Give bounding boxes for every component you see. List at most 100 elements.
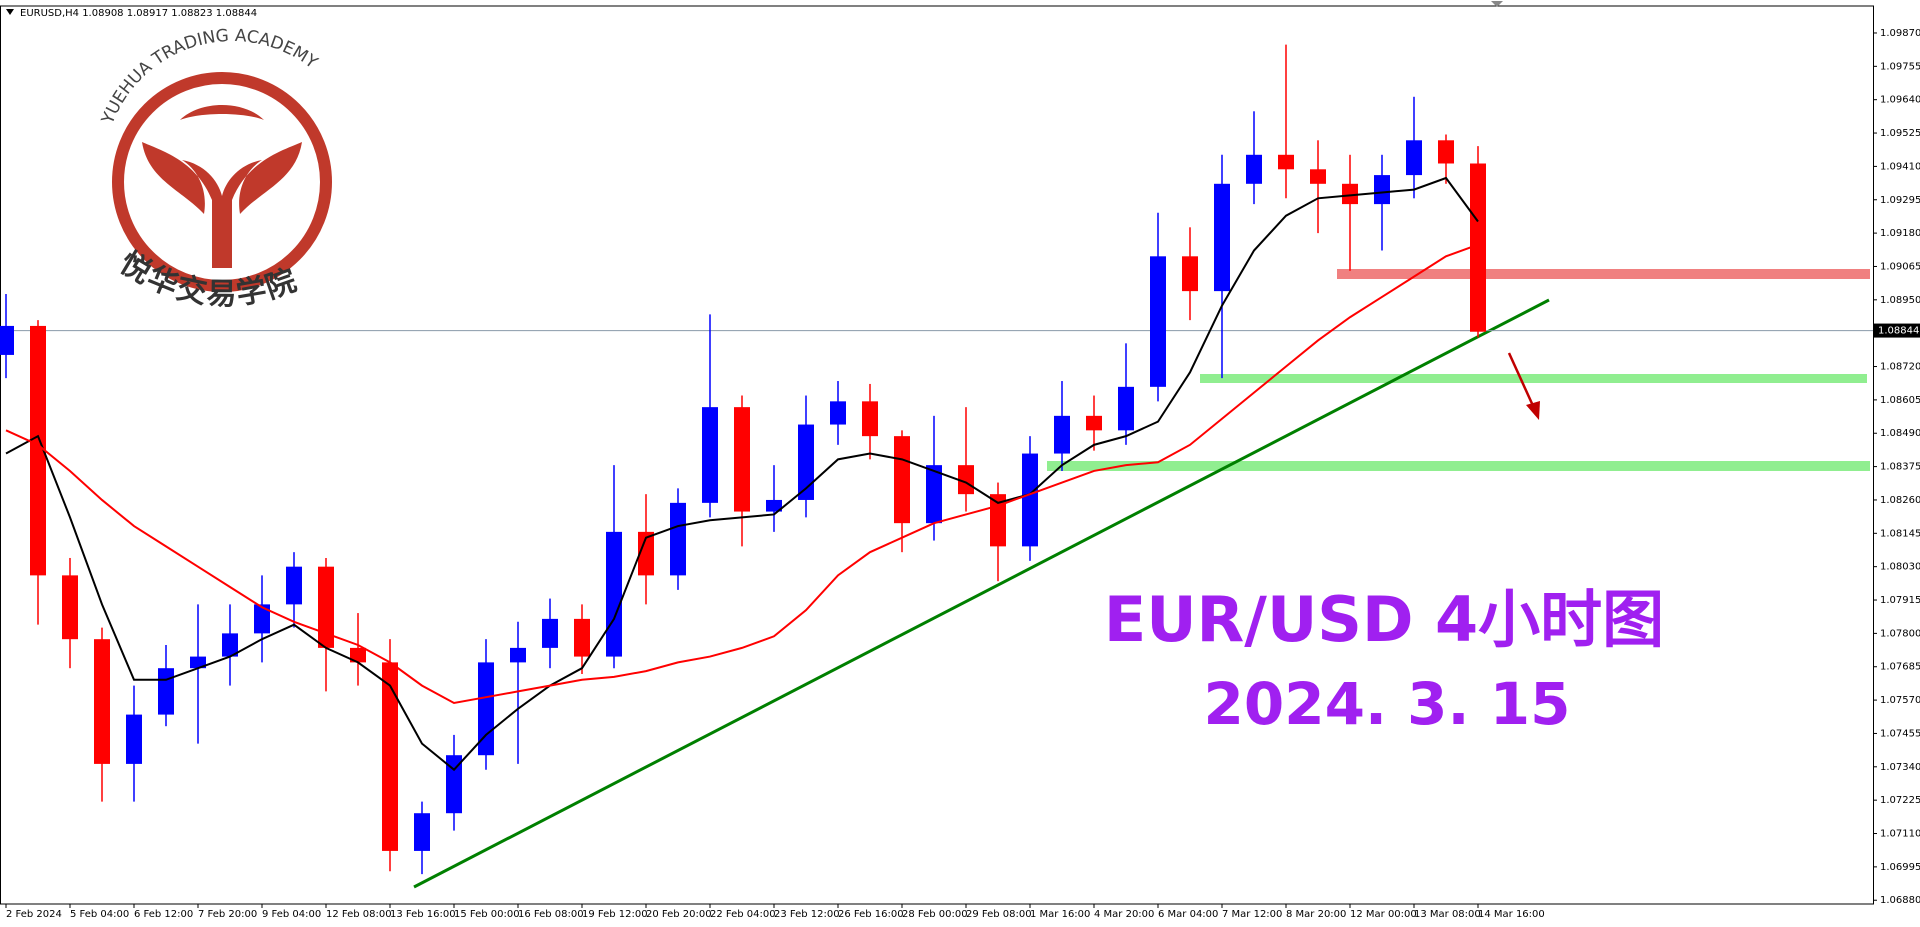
candle-body <box>0 325 14 355</box>
candle-body <box>1438 140 1454 164</box>
candle-body <box>958 465 974 495</box>
x-tick-label: 6 Mar 04:00 <box>1158 909 1218 920</box>
y-tick-label: 1.09180 <box>1880 228 1920 239</box>
subtitle: 2024. 3. 15 <box>1204 670 1571 738</box>
menu-triangle <box>6 9 14 15</box>
y-tick-label: 1.07340 <box>1880 762 1920 773</box>
candle-body <box>510 647 526 663</box>
candle-body <box>1374 175 1390 205</box>
x-tick-label: 13 Mar 08:00 <box>1414 909 1481 920</box>
candle-body <box>862 401 878 437</box>
candle-body <box>798 424 814 500</box>
candle-body <box>734 407 750 512</box>
candle-body <box>446 755 462 814</box>
arrow-head <box>1526 401 1540 420</box>
x-tick-label: 8 Mar 20:00 <box>1286 909 1346 920</box>
support-zone <box>1047 461 1870 471</box>
y-tick-label: 1.09525 <box>1880 128 1920 139</box>
x-tick-label: 22 Feb 04:00 <box>710 909 776 920</box>
x-tick-label: 1 Mar 16:00 <box>1030 909 1090 920</box>
title: EUR/USD 4小时图 <box>1104 583 1664 656</box>
y-tick-label: 1.07455 <box>1880 728 1920 739</box>
candle-body <box>574 618 590 657</box>
x-tick-label: 7 Feb 20:00 <box>198 909 257 920</box>
y-tick-label: 1.09295 <box>1880 195 1920 206</box>
candle-body <box>1310 169 1326 184</box>
y-tick-label: 1.09870 <box>1880 28 1920 39</box>
moving-average <box>5 243 1479 705</box>
x-tick-label: 29 Feb 08:00 <box>966 909 1032 920</box>
support-zone <box>1200 374 1867 383</box>
y-tick-label: 1.08145 <box>1880 528 1920 539</box>
candle-body <box>1214 183 1230 292</box>
y-tick-label: 1.09755 <box>1880 61 1920 72</box>
candle-body <box>1150 256 1166 387</box>
candle-body <box>670 502 686 576</box>
shift-triangle <box>1491 1 1503 7</box>
y-tick-label: 1.07225 <box>1880 795 1920 806</box>
candle-body <box>1182 256 1198 292</box>
header: EURUSD,H4 1.08908 1.08917 1.08823 1.0884… <box>20 8 257 19</box>
logo-ring <box>112 72 332 292</box>
y-tick-label: 1.06995 <box>1880 862 1920 873</box>
x-tick-label: 20 Feb 20:00 <box>646 909 712 920</box>
y-tick-label: 1.08260 <box>1880 495 1920 506</box>
candle-body <box>190 656 206 669</box>
candle-body <box>1054 415 1070 454</box>
x-tick-label: 16 Feb 08:00 <box>518 909 584 920</box>
x-tick-label: 15 Feb 00:00 <box>454 909 520 920</box>
y-tick-label: 1.07570 <box>1880 695 1920 706</box>
candle-body <box>414 813 430 851</box>
x-tick-label: 19 Feb 12:00 <box>582 909 648 920</box>
x-tick-label: 9 Feb 04:00 <box>262 909 321 920</box>
candle-body <box>254 604 270 634</box>
moving-average <box>5 176 1479 772</box>
x-tick-label: 7 Mar 12:00 <box>1222 909 1282 920</box>
candle-body <box>1278 154 1294 170</box>
y-tick-label: 1.09410 <box>1880 161 1920 172</box>
candle-body <box>894 436 910 524</box>
x-tick-label: 5 Feb 04:00 <box>70 909 129 920</box>
y-tick-label: 1.06880 <box>1880 895 1920 906</box>
y-tick-label: 1.08605 <box>1880 395 1920 406</box>
y-tick-label: 1.07110 <box>1880 829 1920 840</box>
candle-body <box>1246 154 1262 184</box>
candle-body <box>606 531 622 657</box>
candle-body <box>542 618 558 648</box>
candle-body <box>126 714 142 764</box>
x-tick-label: 13 Feb 16:00 <box>390 909 456 920</box>
candle-body <box>1470 163 1486 332</box>
candle-body <box>766 499 782 512</box>
candle-body <box>1086 415 1102 431</box>
y-tick-label: 1.08030 <box>1880 562 1920 573</box>
marks: 1.09870 1.09755 1.09640 1.09525 1.09410 1.092… <box>0 28 1920 920</box>
current-price-box <box>1874 323 1920 338</box>
candle-body <box>1406 140 1422 176</box>
y-tick-label: 1.09640 <box>1880 95 1920 106</box>
current-price-label: 1.08844 <box>1878 326 1919 337</box>
x-tick-label: 14 Mar 16:00 <box>1478 909 1545 920</box>
y-tick-label: 1.09065 <box>1880 261 1920 272</box>
x-tick-label: 2 Feb 2024 <box>6 909 62 920</box>
x-tick-label: 12 Mar 00:00 <box>1350 909 1417 920</box>
candle-body <box>286 566 302 605</box>
candle-body <box>382 662 398 851</box>
candle-body <box>702 407 718 503</box>
candle-body <box>830 401 846 425</box>
y-tick-label: 1.08375 <box>1880 462 1920 473</box>
y-tick-label: 1.07915 <box>1880 595 1920 606</box>
logo-mark <box>180 105 264 120</box>
candle-body <box>222 633 238 657</box>
x-tick-label: 6 Feb 12:00 <box>134 909 193 920</box>
y-tick-label: 1.08950 <box>1880 295 1920 306</box>
candle-body <box>62 575 78 640</box>
candle-body <box>318 566 334 648</box>
y-tick-label: 1.08490 <box>1880 428 1920 439</box>
arrow <box>1507 352 1536 409</box>
candle-body <box>926 465 942 524</box>
plot-frame <box>0 5 1874 905</box>
x-tick-label: 28 Feb 00:00 <box>902 909 968 920</box>
logo-mark <box>142 142 302 268</box>
resistance-zone <box>1337 269 1870 279</box>
y-tick-label: 1.07800 <box>1880 628 1920 639</box>
